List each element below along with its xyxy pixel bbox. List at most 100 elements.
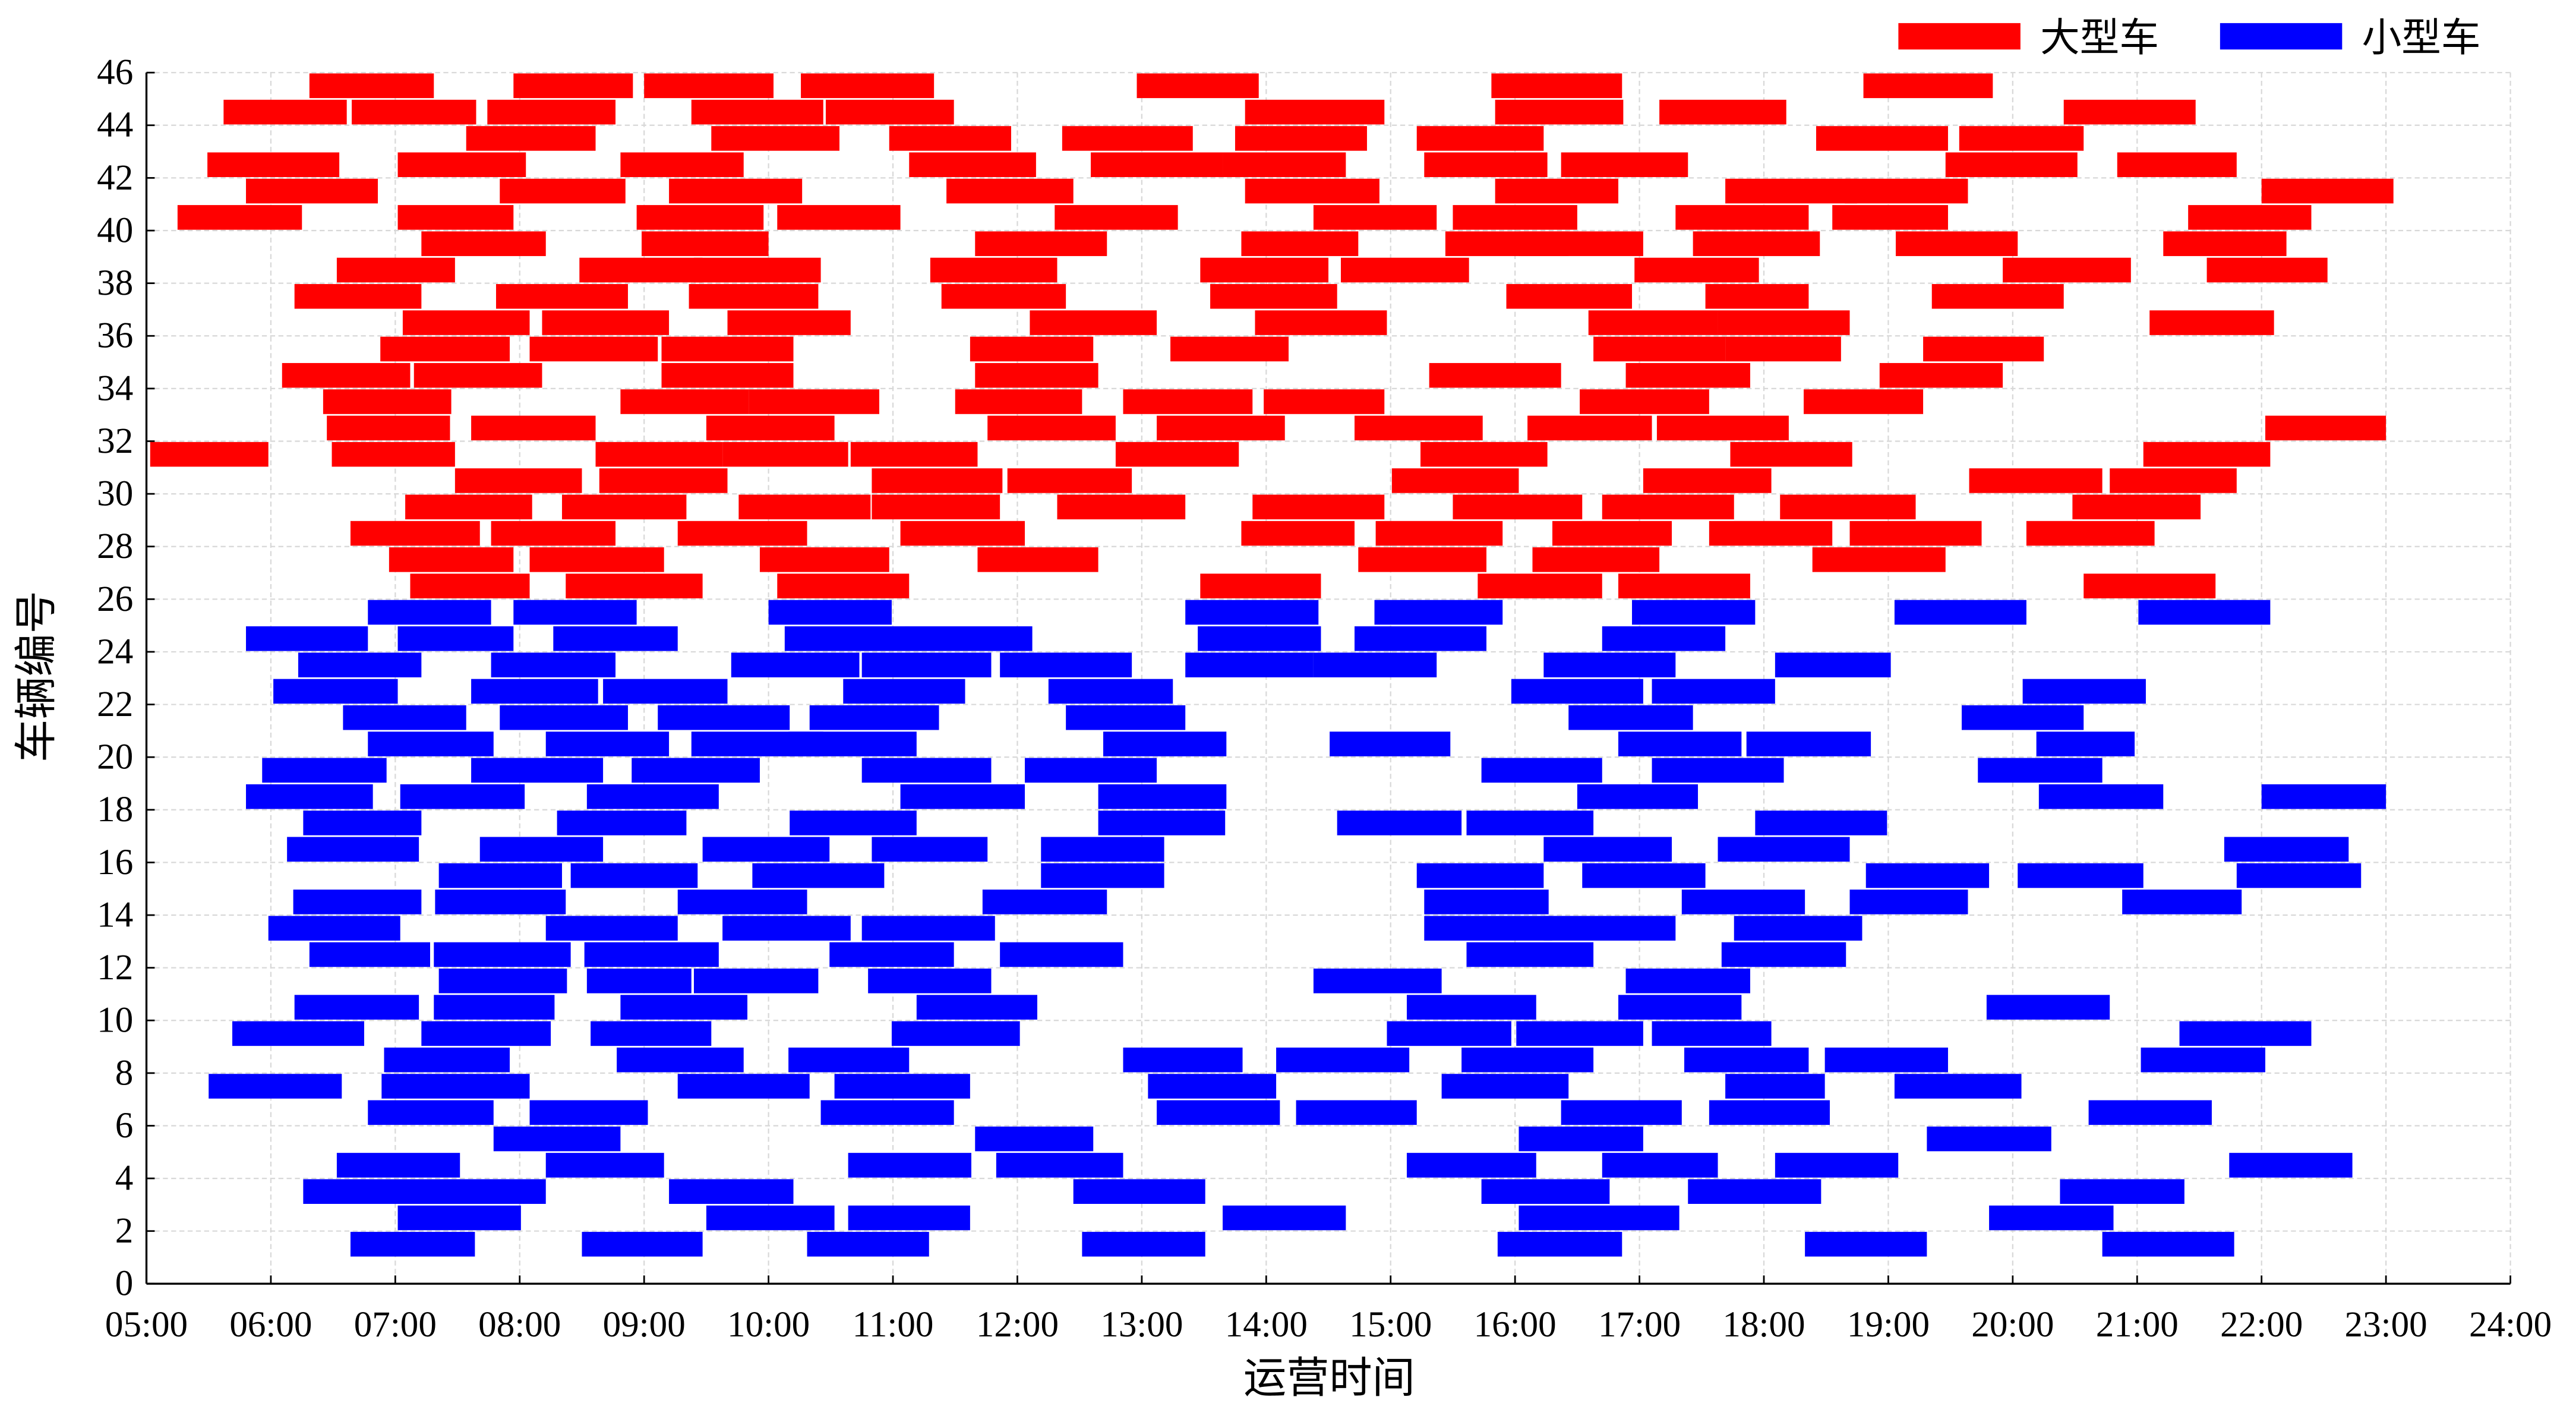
bar bbox=[669, 1179, 794, 1204]
x-tick-label: 08:00 bbox=[478, 1305, 561, 1345]
bar bbox=[820, 1100, 954, 1125]
bar bbox=[1406, 1153, 1536, 1178]
bar bbox=[2206, 257, 2328, 283]
bar bbox=[1709, 521, 1833, 546]
bar bbox=[1618, 573, 1750, 598]
bar bbox=[1978, 758, 2103, 783]
bar bbox=[287, 837, 419, 862]
bar bbox=[1580, 389, 1709, 414]
bar bbox=[987, 415, 1116, 441]
bar bbox=[2143, 442, 2271, 467]
bar bbox=[759, 547, 889, 572]
bar bbox=[2163, 231, 2287, 256]
bar bbox=[768, 600, 892, 625]
bar bbox=[1495, 178, 1618, 204]
bar bbox=[693, 257, 821, 283]
bar bbox=[784, 626, 910, 651]
bar bbox=[246, 784, 373, 809]
bar bbox=[1945, 152, 2078, 178]
bar bbox=[1618, 995, 1742, 1020]
bar bbox=[591, 1021, 712, 1046]
bar bbox=[402, 310, 530, 335]
bar bbox=[1602, 1153, 1718, 1178]
bar bbox=[545, 916, 678, 941]
bar bbox=[2036, 731, 2135, 756]
bar bbox=[1264, 389, 1385, 414]
y-tick-label: 8 bbox=[115, 1053, 134, 1093]
bar bbox=[545, 1153, 664, 1178]
bar bbox=[1123, 1047, 1243, 1073]
bar bbox=[1643, 468, 1772, 493]
x-tick-label: 12:00 bbox=[976, 1305, 1059, 1345]
bar bbox=[566, 573, 703, 598]
bar bbox=[691, 99, 823, 125]
bar bbox=[2236, 863, 2362, 888]
bar bbox=[282, 362, 411, 388]
bar bbox=[977, 547, 1098, 572]
bar bbox=[1634, 257, 1759, 283]
bar bbox=[1755, 811, 1887, 835]
bar bbox=[2188, 205, 2312, 230]
y-tick-label: 24 bbox=[97, 632, 133, 671]
bar bbox=[790, 811, 917, 835]
bar bbox=[872, 837, 988, 862]
bar bbox=[1894, 1074, 2022, 1099]
bar bbox=[1073, 1179, 1205, 1204]
bar bbox=[1625, 969, 1750, 994]
bar bbox=[434, 942, 571, 967]
x-tick-label: 11:00 bbox=[853, 1305, 934, 1345]
bar bbox=[1453, 494, 1583, 520]
bar bbox=[1429, 362, 1561, 388]
bar bbox=[829, 942, 954, 967]
bar bbox=[350, 521, 480, 546]
bar bbox=[1552, 521, 1672, 546]
bar bbox=[309, 942, 430, 967]
bar bbox=[809, 705, 939, 730]
bar bbox=[421, 231, 546, 256]
bar bbox=[2088, 1100, 2212, 1125]
bar bbox=[207, 152, 340, 178]
bar bbox=[1969, 468, 2103, 493]
bar bbox=[1962, 705, 2084, 730]
bar bbox=[1245, 99, 1385, 125]
bar bbox=[669, 178, 803, 204]
y-tick-label: 12 bbox=[97, 948, 133, 988]
bar bbox=[177, 205, 302, 230]
bar bbox=[661, 362, 794, 388]
bar bbox=[479, 837, 604, 862]
y-tick-label: 32 bbox=[97, 421, 133, 461]
bar bbox=[397, 1205, 521, 1231]
bar bbox=[1865, 863, 1990, 888]
bar bbox=[303, 1179, 427, 1204]
bar bbox=[1241, 521, 1355, 546]
bar bbox=[1491, 73, 1622, 99]
bar bbox=[1103, 731, 1227, 756]
bar bbox=[861, 758, 992, 783]
y-tick-label: 2 bbox=[115, 1211, 134, 1251]
bar bbox=[1000, 942, 1123, 967]
bar bbox=[2141, 1047, 2266, 1073]
x-tick-label: 17:00 bbox=[1598, 1305, 1681, 1345]
bar bbox=[1577, 784, 1699, 809]
bar bbox=[1659, 99, 1786, 125]
y-tick-label: 44 bbox=[97, 105, 133, 145]
bar bbox=[2022, 679, 2146, 704]
x-tick-label: 10:00 bbox=[727, 1305, 810, 1345]
bar bbox=[1048, 679, 1173, 704]
bar bbox=[872, 494, 1000, 520]
bar bbox=[405, 494, 532, 520]
bar bbox=[1358, 547, 1486, 572]
bar bbox=[495, 284, 628, 309]
bar bbox=[1082, 1232, 1205, 1257]
bar bbox=[1007, 468, 1132, 493]
bar bbox=[150, 442, 269, 467]
y-tick-label: 18 bbox=[97, 790, 133, 830]
bar bbox=[1241, 231, 1359, 256]
bar bbox=[1588, 310, 1718, 335]
bar bbox=[438, 863, 562, 888]
bar bbox=[1734, 916, 1862, 941]
bar bbox=[586, 784, 719, 809]
bar bbox=[336, 1153, 460, 1178]
y-tick-label: 30 bbox=[97, 474, 133, 514]
bar bbox=[702, 837, 830, 862]
